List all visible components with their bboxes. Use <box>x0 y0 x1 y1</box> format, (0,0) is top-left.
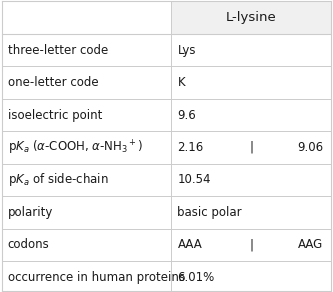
Text: occurrence in human proteins: occurrence in human proteins <box>8 271 185 284</box>
Text: three-letter code: three-letter code <box>8 44 108 57</box>
Text: p$K_a$ ($\alpha$-COOH, $\alpha$-NH$_3$$^+$): p$K_a$ ($\alpha$-COOH, $\alpha$-NH$_3$$^… <box>8 138 143 157</box>
Text: Lys: Lys <box>177 44 196 57</box>
Text: 9.06: 9.06 <box>297 141 323 154</box>
Text: AAG: AAG <box>298 238 323 251</box>
Text: 10.54: 10.54 <box>177 173 211 186</box>
Bar <box>171 1 331 34</box>
Text: polarity: polarity <box>8 206 53 219</box>
Text: isoelectric point: isoelectric point <box>8 109 102 121</box>
Text: |: | <box>249 141 253 154</box>
Text: 2.16: 2.16 <box>177 141 204 154</box>
Text: 6.01%: 6.01% <box>177 271 215 284</box>
Text: |: | <box>249 238 253 251</box>
Text: basic polar: basic polar <box>177 206 242 219</box>
Text: L-lysine: L-lysine <box>226 11 277 24</box>
Text: p$K_a$ of side-chain: p$K_a$ of side-chain <box>8 171 108 188</box>
Text: one-letter code: one-letter code <box>8 76 98 89</box>
Text: codons: codons <box>8 238 49 251</box>
Text: 9.6: 9.6 <box>177 109 196 121</box>
Text: K: K <box>177 76 185 89</box>
Text: AAA: AAA <box>177 238 202 251</box>
